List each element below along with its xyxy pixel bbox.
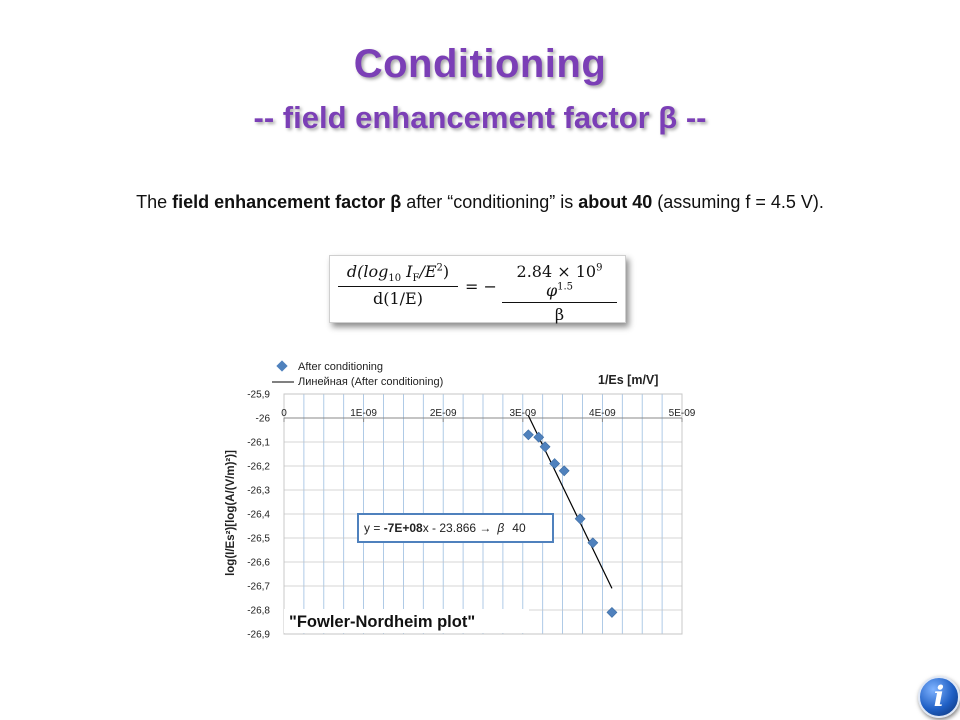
formula-lhs-denominator: d(1/E) xyxy=(338,286,458,308)
legend-marker-diamond xyxy=(276,360,288,372)
data-point xyxy=(606,606,618,618)
y-tick-label: -26,4 xyxy=(247,510,270,521)
data-point xyxy=(574,513,586,525)
y-tick-label: -26 xyxy=(256,414,271,425)
x-tick-label: 5E-09 xyxy=(669,408,696,419)
y-tick-label: -26,2 xyxy=(247,462,270,473)
slide-title: Conditioning xyxy=(353,42,607,86)
annotation-text: "Fowler-Nordheim plot" xyxy=(289,613,475,631)
y-tick-label: -25,9 xyxy=(247,390,270,401)
body-text: The field enhancement factor β after “co… xyxy=(0,192,960,213)
formula-image: d(log10 IF/E2) d(1/E) = − 2.84 × 109 φ1.… xyxy=(329,255,626,324)
equation-text: y = -7E+08x - 23.866 → β 40 xyxy=(364,521,526,535)
slide-subtitle: -- field enhancement factor β -- xyxy=(253,100,707,135)
body-text-part: The xyxy=(136,192,173,212)
x-tick-label: 1E-09 xyxy=(350,408,377,419)
formula-rhs-denominator: β xyxy=(502,302,617,324)
x-tick-label: 2E-09 xyxy=(430,408,457,419)
data-point xyxy=(587,537,599,549)
data-point xyxy=(522,429,534,441)
y-tick-label: -26,3 xyxy=(247,486,270,497)
y-tick-label: -26,8 xyxy=(247,606,270,617)
chart-legend: After conditioning Линейная (After condi… xyxy=(272,360,443,388)
data-point xyxy=(539,441,551,453)
chart-points xyxy=(522,429,618,618)
legend-entry-series: After conditioning xyxy=(298,361,383,373)
formula-equals: = − xyxy=(465,277,497,296)
formula-rhs-numerator: 2.84 × 109 φ1.5 xyxy=(516,262,603,300)
legend-entry-trendline: Линейная (After conditioning) xyxy=(298,376,443,388)
formula-lhs-fraction: d(log10 IF/E2) d(1/E) xyxy=(338,262,458,308)
x-tick-label: 3E-09 xyxy=(509,408,536,419)
info-icon: i xyxy=(918,676,960,718)
x-tick-label: 0 xyxy=(281,408,287,419)
formula-rhs-fraction: 2.84 × 109 φ1.5 β xyxy=(502,262,617,324)
y-tick-label: -26,1 xyxy=(247,438,270,449)
body-text-bold: about 40 xyxy=(578,192,653,212)
equation-box: y = -7E+08x - 23.866 → β 40 xyxy=(357,513,554,543)
y-tick-label: -26,6 xyxy=(247,558,270,569)
chart-axes: 0 1E-09 2E-09 3E-09 4E-09 5E-09 -25,9 -26 -26,1 -… xyxy=(247,390,696,641)
y-tick-label: -26,9 xyxy=(247,630,270,641)
fowler-nordheim-annotation: "Fowler-Nordheim plot" xyxy=(284,609,529,633)
x-axis-title: 1/Es [m/V] xyxy=(598,373,658,387)
y-axis-title: log(I/Es²)[log(A/(V/m)²)] xyxy=(225,450,237,576)
y-tick-label: -26,7 xyxy=(247,582,270,593)
body-text-bold: field enhancement factor β xyxy=(172,192,402,212)
data-point xyxy=(549,458,561,470)
data-point xyxy=(558,465,570,477)
x-tick-label: 4E-09 xyxy=(589,408,616,419)
body-text-part: (assuming f = 4.5 V). xyxy=(652,192,824,212)
data-point xyxy=(533,431,545,443)
body-text-part: after “conditioning” is xyxy=(401,192,579,212)
y-tick-label: -26,5 xyxy=(247,534,270,545)
formula-lhs-numerator: d(log10 IF/E2) xyxy=(346,262,450,285)
